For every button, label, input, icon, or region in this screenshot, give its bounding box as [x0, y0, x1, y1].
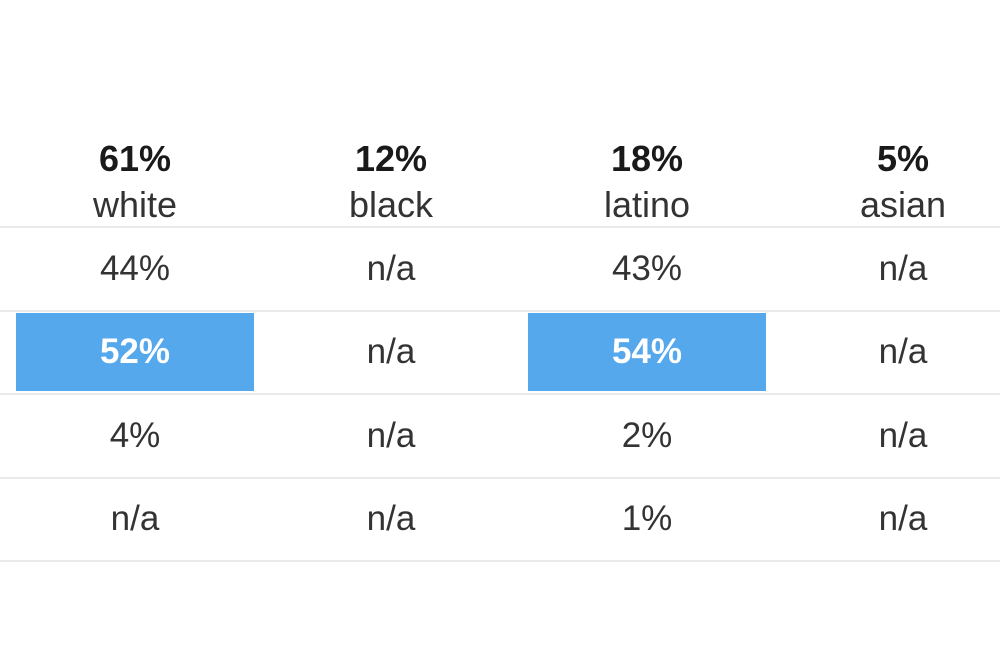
- column-label: asian: [859, 184, 947, 225]
- column-header-black: 12% black: [263, 136, 519, 228]
- column-share: 61%: [98, 138, 172, 179]
- table-cell: n/a: [775, 228, 1000, 310]
- table-cell: n/a: [263, 395, 519, 477]
- cell-value: n/a: [110, 499, 160, 539]
- column-share: 5%: [876, 138, 930, 179]
- table-cell: 52%: [7, 312, 263, 394]
- cell-value: n/a: [878, 415, 928, 455]
- column-share: 12%: [354, 138, 428, 179]
- table-cell: 44%: [7, 228, 263, 310]
- table-cell: n/a: [775, 312, 1000, 394]
- column-label: black: [348, 184, 434, 225]
- table-cell: n/a: [775, 479, 1000, 561]
- cell-value: 52%: [99, 332, 171, 372]
- cell-value: 54%: [611, 332, 683, 372]
- column-header-latino: 18% latino: [519, 136, 775, 228]
- table-cell: n/a: [263, 228, 519, 310]
- table-cell: n/a: [263, 479, 519, 561]
- cell-value: n/a: [366, 248, 416, 288]
- table-cell: 4%: [7, 395, 263, 477]
- cell-value: 44%: [99, 248, 171, 288]
- cell-value: n/a: [878, 332, 928, 372]
- table-cell: n/a: [775, 395, 1000, 477]
- cell-value: 4%: [109, 415, 161, 455]
- table-cell: n/a: [7, 479, 263, 561]
- column-label: white: [92, 184, 178, 225]
- highlighted-cell: 52%: [16, 313, 254, 392]
- cell-value: n/a: [366, 499, 416, 539]
- table-cell: 54%: [519, 312, 775, 394]
- cell-value: n/a: [878, 499, 928, 539]
- table-row: 44% n/a 43% n/a: [0, 228, 1000, 312]
- cell-value: 43%: [611, 248, 683, 288]
- column-share: 18%: [610, 138, 684, 179]
- cell-value: 1%: [621, 499, 673, 539]
- table-cell: n/a: [263, 312, 519, 394]
- table-row: 4% n/a 2% n/a: [0, 395, 1000, 479]
- table-cell: 43%: [519, 228, 775, 310]
- table-body: 44% n/a 43% n/a 52% n/a 54% n/a 4% n/a 2…: [0, 226, 1000, 562]
- column-header-white: 61% white: [7, 136, 263, 228]
- column-header-asian: 5% asian: [775, 136, 1000, 228]
- highlighted-cell: 54%: [528, 313, 766, 392]
- table-header: 61% white 12% black 18% latino 5% asian: [7, 136, 1000, 228]
- table-row: n/a n/a 1% n/a: [0, 479, 1000, 562]
- cell-value: n/a: [366, 332, 416, 372]
- cell-value: n/a: [878, 248, 928, 288]
- column-label: latino: [603, 184, 691, 225]
- table-row: 52% n/a 54% n/a: [0, 312, 1000, 395]
- table-cell: 2%: [519, 395, 775, 477]
- table-cell: 1%: [519, 479, 775, 561]
- cell-value: 2%: [621, 415, 673, 455]
- cell-value: n/a: [366, 415, 416, 455]
